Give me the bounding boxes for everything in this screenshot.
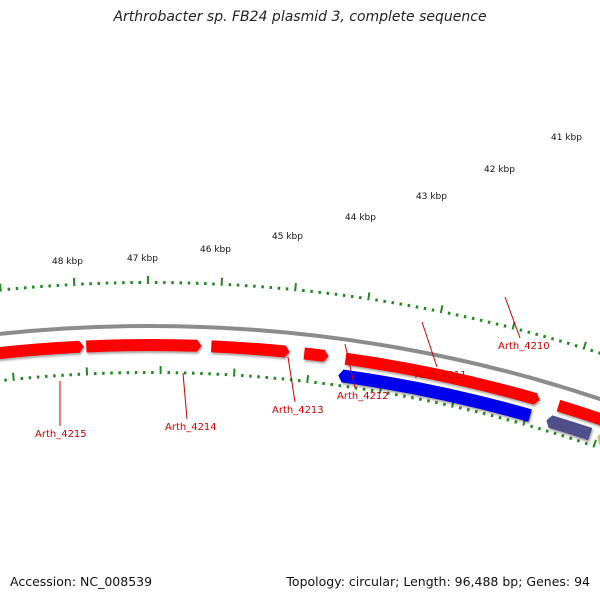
gene-label-leader-line <box>344 343 356 389</box>
inner-minor-tick <box>569 436 573 441</box>
inner-minor-tick <box>506 418 510 422</box>
outer-minor-tick <box>423 306 427 311</box>
outer-minor-tick <box>503 324 507 328</box>
scale-label-41kbp: 41 kbp <box>551 133 582 143</box>
outer-minor-tick <box>550 336 555 341</box>
inner-minor-tick <box>386 391 390 395</box>
outer-minor-tick <box>495 322 499 326</box>
inner-minor-tick <box>434 400 438 405</box>
reverse-gene-arrow <box>338 369 532 422</box>
outer-major-tick <box>0 283 2 292</box>
inner-minor-tick <box>537 426 542 431</box>
outer-minor-tick <box>558 339 563 343</box>
inner-major-tick <box>233 368 236 377</box>
inner-minor-tick <box>576 438 581 443</box>
outer-minor-tick <box>415 305 419 309</box>
gene-track <box>0 338 600 445</box>
inner-minor-tick <box>466 408 470 412</box>
inner-major-tick <box>306 374 310 384</box>
outer-minor-tick <box>383 299 387 304</box>
inner-minor-tick <box>394 392 398 397</box>
outer-minor-tick <box>542 334 547 339</box>
outer-minor-tick <box>487 320 491 324</box>
outer-minor-tick <box>590 348 594 353</box>
inner-minor-tick <box>498 415 502 420</box>
gene-label-arth4214: Arth_4214 <box>165 422 217 433</box>
outer-minor-tick <box>399 302 403 306</box>
outer-major-tick <box>294 283 297 292</box>
inner-major-tick <box>12 372 15 381</box>
gene-label-leader-line <box>421 321 438 368</box>
outer-minor-tick <box>431 308 435 312</box>
outer-major-tick <box>367 292 371 301</box>
outer-minor-tick <box>407 303 411 308</box>
outer-minor-tick <box>447 311 451 316</box>
outer-minor-tick <box>479 318 483 323</box>
scale-label-47kbp: 47 kbp <box>127 254 158 264</box>
forward-gene-arrow <box>556 399 600 426</box>
reverse-gene-arrow <box>546 415 593 441</box>
outer-minor-tick <box>471 316 475 321</box>
outer-minor-tick <box>375 298 379 302</box>
outer-minor-tick <box>566 341 570 346</box>
plasmid-backbone <box>0 323 600 402</box>
scale-label-43kbp: 43 kbp <box>416 192 447 202</box>
outer-scale-ticks <box>0 275 600 355</box>
map-title: Arthrobacter sp. FB24 plasmid 3, complet… <box>113 9 487 25</box>
inner-minor-tick <box>514 420 518 424</box>
forward-gene-arrow <box>303 347 329 362</box>
outer-major-tick <box>439 305 444 314</box>
scale-label-45kbp: 45 kbp <box>272 232 303 242</box>
forward-gene-arrow <box>85 338 202 353</box>
forward-gene-arrow <box>0 340 84 360</box>
inner-minor-tick <box>362 387 366 391</box>
gene-label-arth4213: Arth_4213 <box>272 405 324 416</box>
outer-minor-tick <box>463 315 467 319</box>
scale-label-42kbp: 42 kbp <box>484 165 515 175</box>
gene-label-arth4215: Arth_4215 <box>35 429 87 440</box>
forward-gene-arrow <box>211 340 290 358</box>
scale-label-44kbp: 44 kbp <box>345 213 376 223</box>
inner-major-tick <box>592 439 597 448</box>
outer-minor-tick <box>391 300 395 305</box>
gene-label-leader-line <box>182 372 188 420</box>
outer-minor-tick <box>574 343 578 348</box>
inner-minor-tick <box>370 388 374 393</box>
accession-text: Accession: NC_008539 <box>10 574 153 589</box>
gene-label-leader-line <box>287 356 296 403</box>
inner-minor-tick <box>553 431 557 436</box>
inner-minor-tick <box>545 429 549 433</box>
inner-minor-tick <box>442 402 446 407</box>
forward-gene-arrow <box>344 352 540 405</box>
gene-label-lines <box>59 296 521 426</box>
outer-minor-tick <box>535 332 539 337</box>
gene-label-arth4211: Arth_4211 <box>415 370 467 381</box>
inner-minor-tick <box>482 411 486 416</box>
scale-label-46kbp: 46 kbp <box>200 245 231 255</box>
inner-minor-tick <box>426 399 430 403</box>
reverse-gene-arrow <box>597 434 600 445</box>
inner-minor-tick <box>418 397 422 402</box>
outer-major-tick <box>582 341 587 350</box>
gene-label-arth4210: Arth_4210 <box>498 341 550 352</box>
inner-scale-ticks <box>4 366 597 448</box>
outer-minor-tick <box>519 328 523 332</box>
inner-minor-tick <box>584 441 588 446</box>
inner-minor-tick <box>458 406 462 410</box>
inner-minor-tick <box>402 394 406 398</box>
scale-label-48kbp: 48 kbp <box>52 257 83 267</box>
inner-minor-tick <box>529 424 534 429</box>
inner-minor-tick <box>561 434 565 438</box>
inner-minor-tick <box>474 409 478 414</box>
inner-minor-tick <box>490 413 494 418</box>
inner-minor-tick <box>410 395 414 400</box>
outer-minor-tick <box>527 330 531 335</box>
topology-text: Topology: circular; Length: 96,488 bp; G… <box>286 574 590 589</box>
gene-label-leader-line <box>504 296 521 339</box>
outer-minor-tick <box>455 313 459 317</box>
gene-label-arth4212: Arth_4212 <box>337 391 389 402</box>
